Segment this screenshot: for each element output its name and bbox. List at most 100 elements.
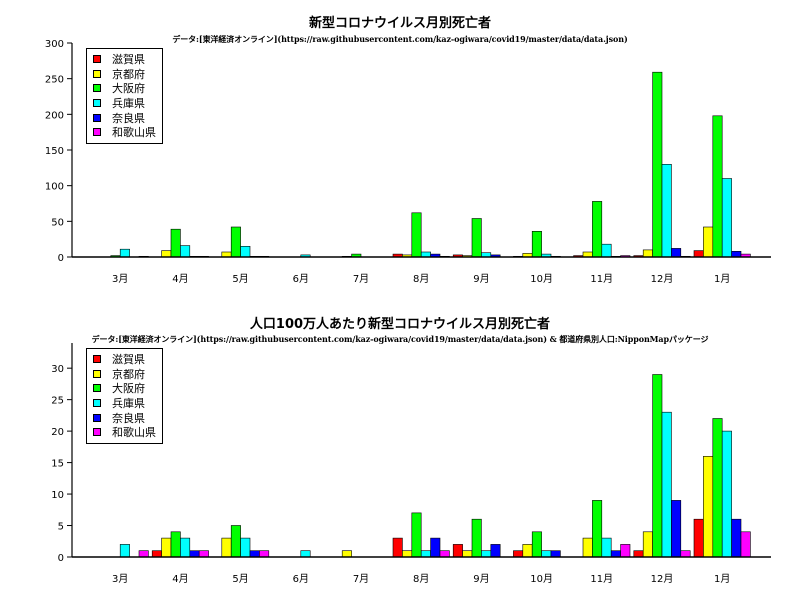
bar [240, 246, 251, 258]
legend-swatch [93, 69, 101, 78]
bar [411, 512, 422, 558]
bar [712, 115, 723, 258]
x-tick-label: 10月 [530, 273, 553, 285]
chart-subtitle: データ:[東洋経済オンライン](https://raw.githubuserco… [91, 334, 709, 344]
bar [161, 250, 172, 258]
bar [420, 550, 431, 558]
bar [642, 249, 653, 258]
bar [230, 525, 241, 558]
x-tick-label: 5月 [232, 573, 248, 585]
bar [471, 518, 482, 558]
legend-item: 奈良県 [93, 410, 156, 425]
bar [712, 418, 723, 558]
x-tick-label: 8月 [413, 273, 429, 285]
legend-label: 滋賀県 [112, 353, 145, 367]
legend-label: 京都府 [112, 67, 145, 81]
bar [402, 550, 413, 558]
legend-item: 奈良県 [93, 110, 156, 125]
y-tick-label: 250 [45, 75, 64, 86]
bar [693, 518, 704, 558]
bar [731, 518, 742, 558]
bar [452, 544, 463, 558]
legend-label: 奈良県 [112, 411, 145, 425]
legend-item: 京都府 [93, 367, 156, 382]
bar [439, 550, 450, 558]
bar [582, 537, 593, 558]
legend-item: 和歌山県 [93, 425, 156, 440]
bar [703, 456, 714, 558]
bar [693, 250, 704, 258]
legend-label: 和歌山県 [112, 126, 156, 140]
bar [462, 550, 473, 558]
bar [481, 550, 492, 558]
bar [430, 537, 441, 558]
legend-swatch [93, 113, 101, 122]
legend-label: 大阪府 [112, 82, 145, 96]
legend-label: 滋賀県 [112, 53, 145, 67]
bar [740, 531, 751, 558]
y-tick-label: 15 [51, 459, 64, 470]
chart-title: 人口100万人あたり新型コロナウイルス月別死亡者 [249, 317, 551, 332]
x-tick-label: 11月 [590, 273, 613, 285]
x-tick-label: 1月 [714, 273, 730, 285]
x-tick-label: 4月 [172, 273, 188, 285]
legend-swatch [93, 413, 101, 422]
bar [731, 251, 742, 258]
bar [392, 537, 403, 558]
bar [471, 218, 482, 258]
chart-title: 新型コロナウイルス月別死亡者 [308, 16, 491, 31]
bar [161, 537, 172, 558]
bar [633, 550, 644, 558]
y-tick-label: 20 [51, 427, 64, 438]
y-tick-label: 50 [51, 217, 64, 228]
legend-label: 兵庫県 [112, 397, 145, 411]
y-tick-label: 0 [58, 253, 64, 264]
bar [642, 531, 653, 558]
bar [721, 178, 732, 258]
y-tick-label: 100 [45, 182, 64, 193]
x-tick-label: 4月 [172, 573, 188, 585]
bar [230, 226, 241, 258]
bar [170, 531, 181, 558]
chart-plot-area: 0 5 10 15 20 25 30 3月 4月 5月 6月 7月 8月 9月 10月 11月 12月 1月 [51, 343, 771, 585]
x-tick-label: 7月 [353, 573, 369, 585]
bar [522, 544, 533, 558]
bar [249, 550, 260, 558]
legend-label: 和歌山県 [112, 426, 156, 440]
x-tick-label: 12月 [651, 573, 674, 585]
x-tick-label: 12月 [651, 273, 674, 285]
bar [592, 500, 603, 558]
y-tick-label: 300 [45, 39, 64, 50]
y-tick-label: 30 [51, 364, 64, 375]
x-tick-label: 3月 [112, 573, 128, 585]
x-tick-label: 10月 [530, 573, 553, 585]
chart-subtitle: データ:[東洋経済オンライン](https://raw.githubuserco… [172, 34, 628, 44]
bar [620, 544, 631, 558]
legend-item: 兵庫県 [93, 396, 156, 411]
bar [119, 248, 130, 258]
chart-deaths-per-million: 人口100万人あたり新型コロナウイルス月別死亡者 データ:[東洋経済オンライン]… [0, 300, 800, 600]
y-tick-label: 0 [58, 553, 64, 564]
bar [671, 500, 682, 558]
legend-swatch [93, 428, 101, 437]
bar [240, 537, 251, 558]
bar [180, 245, 191, 258]
y-tick-label: 200 [45, 110, 64, 121]
chart-legend: 滋賀県 京都府 大阪府 兵庫県 奈良県 和歌山県 [86, 48, 163, 144]
x-tick-label: 9月 [473, 273, 489, 285]
bar [170, 228, 181, 258]
legend-swatch [93, 355, 101, 364]
y-tick-label: 5 [58, 522, 64, 533]
y-tick-label: 10 [51, 490, 64, 501]
bar [652, 374, 663, 558]
bar [513, 550, 524, 558]
y-tick-label: 25 [51, 396, 64, 407]
bar [341, 550, 352, 558]
x-tick-label: 6月 [293, 573, 309, 585]
bar [138, 550, 149, 558]
bar [721, 430, 732, 558]
bar [300, 550, 311, 558]
bar [411, 212, 422, 258]
bar [601, 243, 612, 258]
bar [680, 550, 691, 558]
